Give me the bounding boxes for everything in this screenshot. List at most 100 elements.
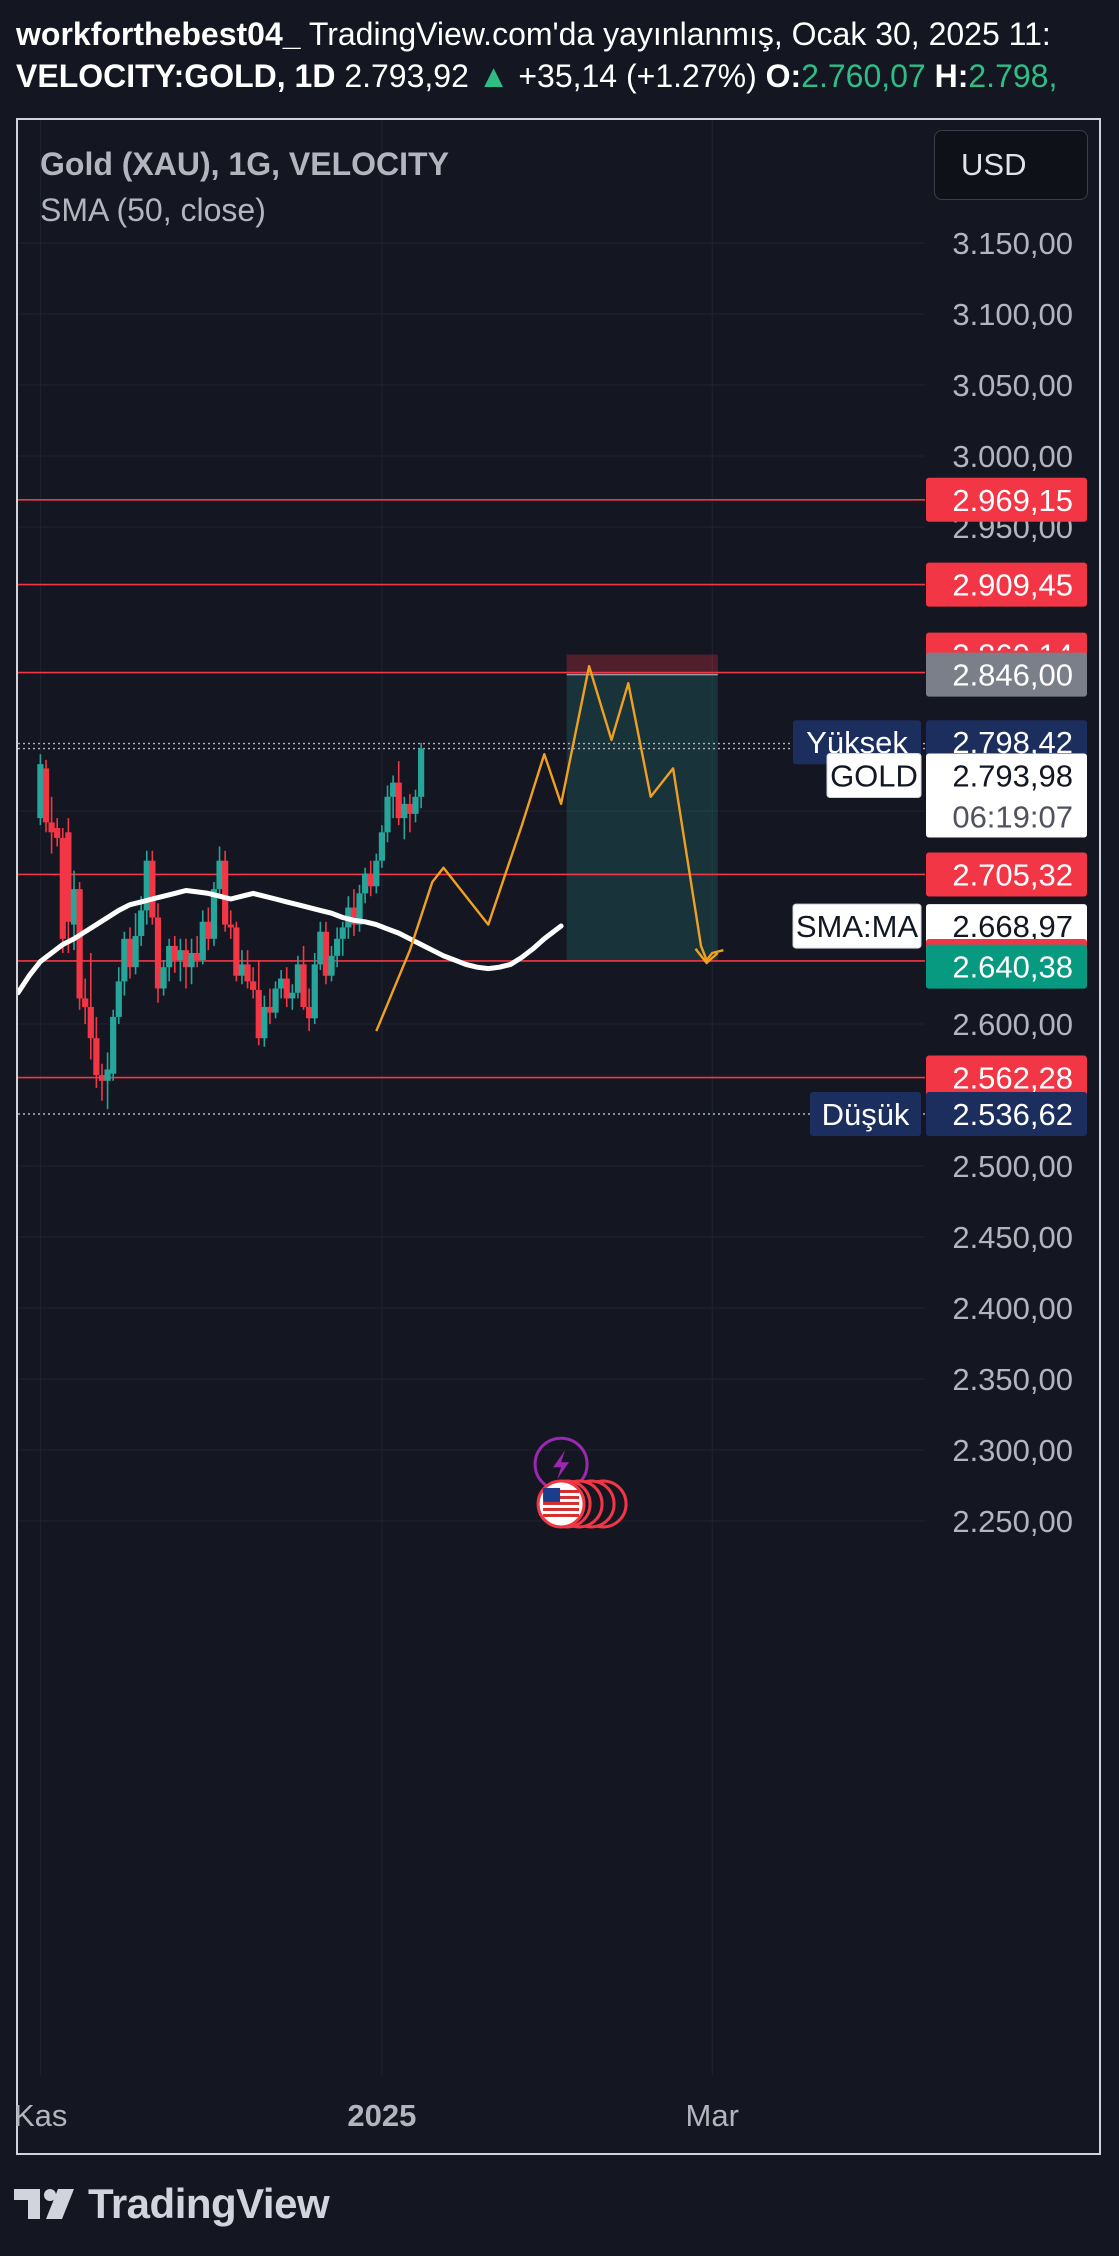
chart-title[interactable]: Gold (XAU), 1G, VELOCITY [40, 146, 449, 182]
candle-body [65, 832, 72, 922]
price-label-bg [926, 562, 1087, 607]
candle [406, 793, 414, 833]
y-axis-tick-label: 2.600,00 [952, 1007, 1073, 1042]
candle [373, 853, 380, 894]
ohlc-line: VELOCITY:GOLD, 1D 2.793,92 ▲ +35,14 (+1.… [16, 58, 1057, 95]
candle [289, 984, 296, 1010]
candle-body [143, 860, 150, 911]
candle-body [328, 955, 335, 976]
y-axis-tick-label: 3.100,00 [952, 297, 1073, 332]
candle-body [216, 860, 223, 890]
candle [244, 950, 251, 989]
candle [266, 988, 274, 1024]
candle-body [166, 945, 173, 968]
candle-body [317, 931, 324, 965]
candle-body [76, 889, 83, 999]
candle [65, 818, 72, 953]
candle [390, 775, 397, 819]
price-label-text: 2.536,62 [952, 1097, 1073, 1132]
high-label: H: [934, 58, 969, 94]
candle-body [272, 988, 279, 1013]
candle [98, 1063, 106, 1101]
candle [401, 796, 408, 840]
candle-body [177, 950, 184, 961]
candle-body [110, 1016, 117, 1074]
candle-body [244, 964, 251, 982]
candle [177, 938, 184, 982]
candle-body [412, 796, 419, 814]
author-name[interactable]: workforthebest04_ [16, 16, 301, 52]
candle-body [418, 748, 425, 797]
candle [126, 927, 134, 979]
price-tag-text: Düşük [822, 1097, 910, 1132]
sma-line [18, 888, 564, 996]
open-label: O: [765, 58, 802, 94]
candle-body [138, 910, 145, 936]
candle [255, 960, 262, 1046]
candle [222, 850, 229, 932]
stop-zone [566, 654, 718, 673]
price-label-bg [926, 1055, 1087, 1100]
last-price: 2.793,92 [344, 58, 469, 94]
us-flag-events-icon [536, 1479, 628, 1529]
lightning-icon-bolt [553, 1450, 570, 1480]
candle-body [87, 1006, 94, 1039]
price-label-text: 2.969,15 [952, 483, 1073, 518]
candle-body [199, 921, 206, 961]
candle-body [238, 964, 246, 976]
price-tag-bg [792, 903, 922, 949]
candle [121, 931, 128, 996]
price-label: 2.640,38 [926, 944, 1087, 989]
price-label-bg [926, 1091, 1087, 1136]
candle [160, 960, 167, 996]
candle-body [367, 873, 374, 887]
candle [306, 988, 313, 1032]
candle [300, 945, 307, 1010]
candle [233, 921, 240, 982]
up-arrow-icon: ▲ [477, 58, 510, 94]
tradingview-logo[interactable]: TradingView [14, 2180, 330, 2228]
projection-arrowhead [694, 947, 719, 965]
price-chart[interactable]: 3.150,003.100,003.050,003.000,002.950,00… [0, 0, 1119, 2170]
candle [54, 818, 61, 847]
candle [188, 938, 195, 985]
candle [182, 938, 190, 989]
x-axis-label: Mar [686, 2098, 739, 2133]
candle [149, 850, 156, 925]
candle-body [395, 782, 402, 819]
us-flag-stripe [543, 1507, 580, 1511]
price-change: +35,14 (+1.27%) [518, 58, 757, 94]
candle-body [233, 927, 240, 976]
price-label-bg [926, 852, 1087, 897]
candle-body [250, 981, 257, 990]
candle-body [98, 1075, 106, 1081]
candle-body [171, 945, 178, 961]
candle [418, 742, 425, 809]
candle [171, 935, 178, 973]
price-label-text: 2.640,38 [952, 950, 1073, 985]
y-axis-tick-label: 3.150,00 [952, 226, 1073, 261]
brand-name: TradingView [88, 2180, 330, 2227]
candle-body [93, 1038, 100, 1076]
price-tag-text: GOLD [830, 759, 918, 794]
price-label-bg [926, 477, 1087, 522]
candle [278, 970, 285, 999]
candle [362, 867, 369, 904]
price-label: 2.705,32 [926, 852, 1087, 897]
candle [378, 825, 386, 868]
tradingview-logo-icon [14, 2189, 74, 2219]
candle [205, 907, 212, 951]
candle-body [289, 992, 296, 999]
candle-body [261, 1006, 268, 1039]
projection-path [375, 665, 724, 1032]
price-label-bg [926, 944, 1087, 989]
indicator-legend[interactable]: SMA (50, close) [40, 192, 266, 228]
candle-body [255, 989, 262, 1039]
candle [210, 882, 218, 946]
price-tag-bg [826, 753, 922, 798]
currency-button[interactable]: USD [934, 130, 1088, 200]
price-tag-bg [810, 1091, 921, 1136]
price-label: 2.536,62 Düşük [810, 1091, 1087, 1136]
candle [87, 953, 94, 1060]
us-flag-stripe [543, 1501, 580, 1505]
